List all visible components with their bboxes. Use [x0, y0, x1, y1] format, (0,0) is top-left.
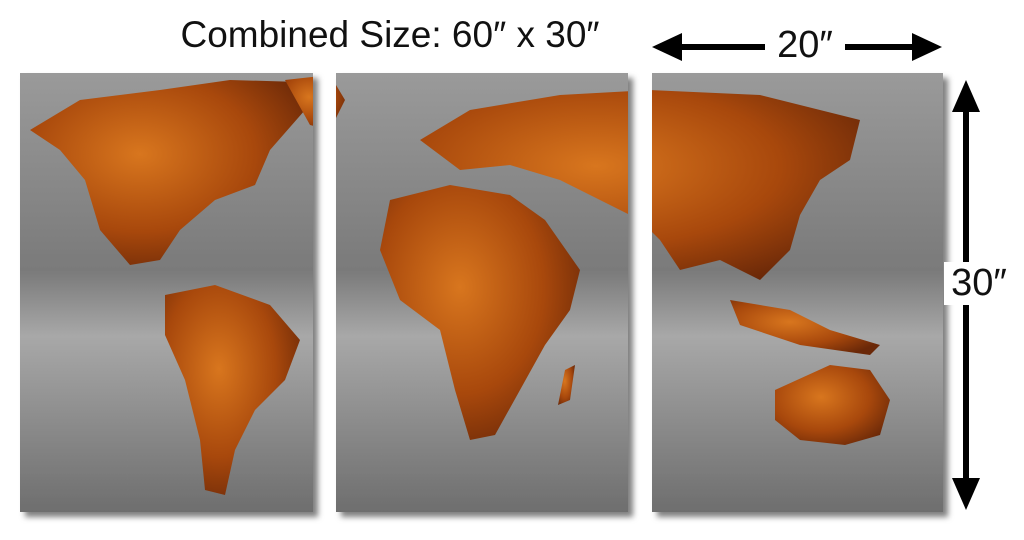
panel-width-label: 20″	[765, 24, 845, 67]
panel-height-label: 30″	[944, 262, 1014, 305]
combined-size-title: Combined Size: 60″ x 30″	[180, 14, 600, 55]
